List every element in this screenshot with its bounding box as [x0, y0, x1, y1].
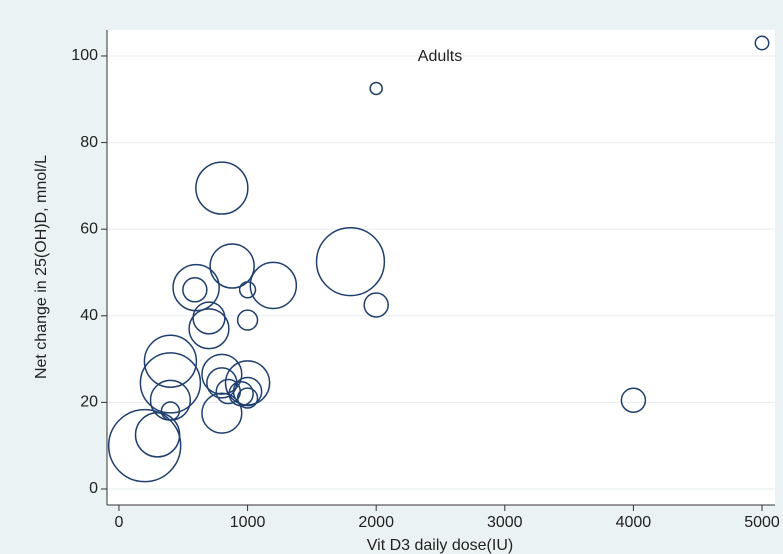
- bubble: [754, 35, 770, 51]
- bubble: [182, 277, 208, 303]
- x-tick-label: 0: [115, 514, 124, 531]
- annotation: Adults: [418, 48, 462, 65]
- plot-area: [107, 30, 775, 505]
- bubble: [209, 243, 255, 289]
- x-tick-label: 5000: [744, 514, 780, 531]
- bubble: [236, 309, 259, 331]
- bubble: [620, 387, 647, 413]
- bubble: [201, 353, 243, 395]
- y-tick-label: 20: [80, 394, 98, 411]
- x-tick-label: 4000: [616, 514, 652, 531]
- bubble: [143, 334, 198, 388]
- x-tick-label: 1000: [230, 514, 266, 531]
- bubble: [139, 352, 202, 414]
- x-axis-label: Vit D3 daily dose(IU): [367, 537, 513, 554]
- bubble: [172, 263, 220, 312]
- bubble: [201, 392, 243, 434]
- bubble: [188, 308, 230, 350]
- bubble: [195, 161, 249, 215]
- bubble: [249, 261, 298, 310]
- bubble: [236, 387, 259, 409]
- y-tick-label: 0: [89, 480, 98, 497]
- bubble: [315, 226, 386, 297]
- y-axis-label: Net change in 25(OH)D, mnol/L: [33, 155, 50, 379]
- y-tick-label: 80: [80, 134, 98, 151]
- y-tick-label: 60: [80, 220, 98, 237]
- x-tick-label: 3000: [487, 514, 523, 531]
- y-tick-label: 100: [71, 47, 98, 64]
- x-tick-label: 2000: [358, 514, 394, 531]
- bubble: [238, 281, 257, 299]
- bubble: [107, 408, 182, 483]
- bubble: [369, 81, 383, 96]
- bubble: [232, 376, 263, 407]
- y-tick-label: 40: [80, 307, 98, 324]
- bubble: [363, 292, 389, 318]
